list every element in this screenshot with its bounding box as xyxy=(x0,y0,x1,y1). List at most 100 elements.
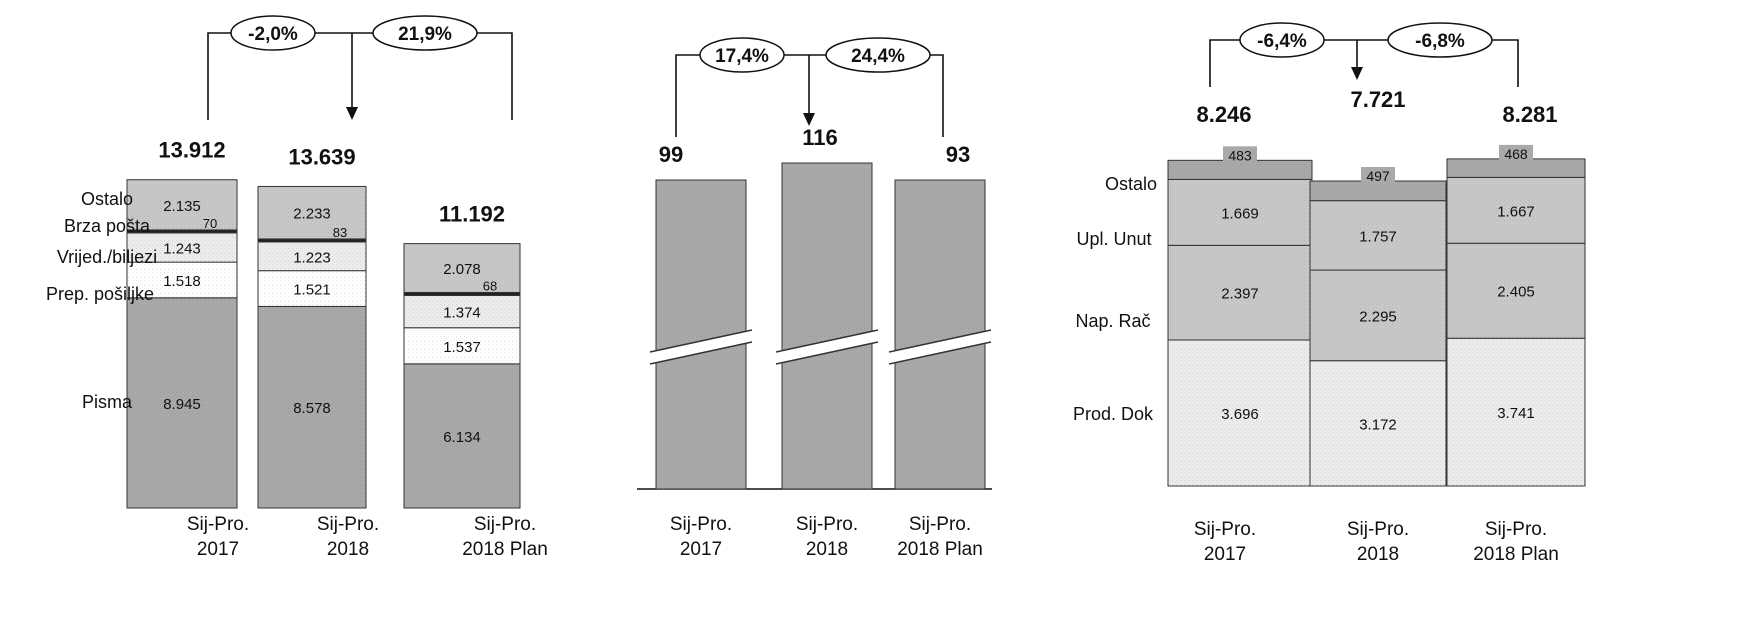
bar-value-label: 8.945 xyxy=(163,396,201,413)
bar-value-label: 3.741 xyxy=(1497,405,1535,422)
axis-break-line xyxy=(775,341,879,365)
chart2-category-label: 2018 Plan xyxy=(897,539,983,560)
legend-label: Ostalo xyxy=(81,189,133,209)
bar-value-label: 1.757 xyxy=(1359,228,1397,245)
bar-value-label: 2.233 xyxy=(293,206,331,223)
chart1-change-1: -2,0% xyxy=(248,24,298,45)
bar-value-label: 2.295 xyxy=(1359,308,1397,325)
bar-value-label: 1.667 xyxy=(1497,203,1535,220)
ostalo-label-box xyxy=(1223,146,1257,163)
chart3-bracket-arrowhead xyxy=(1351,67,1363,80)
bar-value-label: 2.135 xyxy=(163,198,201,215)
chart1-bracket-line xyxy=(207,32,513,120)
bar-segment-texture xyxy=(404,363,520,508)
bar-segment-texture xyxy=(258,186,366,239)
bar-value-label: 68 xyxy=(483,278,497,293)
bar-value-label: 2.397 xyxy=(1221,286,1259,303)
chart2-category-label: 2017 xyxy=(680,539,722,560)
bar-segment-texture xyxy=(1168,160,1312,180)
axis-break-line xyxy=(649,341,753,365)
chart2-change-2-oval xyxy=(825,37,931,73)
ostalo-label-box xyxy=(1499,144,1533,161)
bar-segment-texture xyxy=(404,243,520,293)
axis-break-line xyxy=(888,329,992,353)
bar-total-label: 11.192 xyxy=(439,202,505,227)
bar-value-label: 3.696 xyxy=(1221,406,1259,423)
bar-segment-texture xyxy=(127,297,237,508)
chart3-change-1: -6,4% xyxy=(1257,31,1307,52)
axis-break-gap xyxy=(650,330,752,364)
chart2-change-1: 17,4% xyxy=(715,46,769,67)
bar-value-label: 6.134 xyxy=(443,429,481,446)
chart3-change-1-oval xyxy=(1239,22,1325,58)
legend-label: Prep. pošiljke xyxy=(46,284,154,304)
chart1-category-label: 2017 xyxy=(197,539,239,560)
axis-break-line xyxy=(775,329,879,353)
legend-label: Brza pošta xyxy=(64,216,151,236)
bar-total-label: 8.281 xyxy=(1502,102,1557,127)
chart2-category-label: 2018 xyxy=(806,539,848,560)
legend-label: Prod. Dok xyxy=(1073,404,1154,424)
bar-value-label: 1.518 xyxy=(163,273,201,290)
bar-segment-texture xyxy=(1447,243,1585,339)
chart1-category-label: Sij-Pro. xyxy=(474,514,536,535)
legend-label: Upl. Unut xyxy=(1076,229,1151,249)
bar-value-label: 1.521 xyxy=(293,282,331,299)
chart2-category-label: Sij-Pro. xyxy=(909,514,971,535)
chart3-bracket-line xyxy=(1209,39,1519,87)
chart2-category-label: Sij-Pro. xyxy=(670,514,732,535)
bar-segment-texture xyxy=(404,327,520,364)
bar-segment-texture xyxy=(1310,200,1446,271)
bar-segment-texture xyxy=(127,262,237,298)
bar-segment-texture xyxy=(127,232,237,263)
legend-label: Nap. Rač xyxy=(1075,311,1150,331)
legend-label: Vrijed./biljezi xyxy=(57,247,157,267)
bar-value-label: 8.578 xyxy=(293,400,331,417)
bar-segment-texture xyxy=(1310,270,1446,361)
bar-total-label: 7.721 xyxy=(1350,87,1405,112)
chart3-category-label: 2018 xyxy=(1357,544,1399,565)
bar-segment-texture xyxy=(1310,181,1446,201)
bar-value-label: 93 xyxy=(946,142,970,167)
bar-value-label: 70 xyxy=(203,216,217,231)
chart1-change-2: 21,9% xyxy=(398,24,452,45)
bar-value-label: 2.405 xyxy=(1497,284,1535,301)
axis-break-line xyxy=(888,341,992,365)
bar-segment-texture xyxy=(1447,177,1585,244)
bar-value-label: 1.374 xyxy=(443,305,481,322)
chart1-category-label: Sij-Pro. xyxy=(187,514,249,535)
bar-value-label: 1.243 xyxy=(163,241,201,258)
bar-segment-texture xyxy=(258,241,366,271)
chart3-category-label: Sij-Pro. xyxy=(1347,519,1409,540)
bar-segment-texture xyxy=(127,179,237,230)
chart3-category-label: Sij-Pro. xyxy=(1194,519,1256,540)
chart3-change-2: -6,8% xyxy=(1415,31,1465,52)
bar-value-label: 1.537 xyxy=(443,339,481,356)
bar-total-label: 8.246 xyxy=(1196,102,1251,127)
bar-value-label: 1.669 xyxy=(1221,205,1259,222)
bar-value-label: 497 xyxy=(1366,168,1390,184)
bar-value-label: 83 xyxy=(333,225,347,240)
axis-break-gap xyxy=(776,330,878,364)
chart1-change-2-oval xyxy=(372,15,478,51)
bar-segment-texture xyxy=(404,295,520,328)
bar-segment-texture xyxy=(258,306,366,508)
bar-value-label: 468 xyxy=(1504,146,1528,162)
chart1-change-1-oval xyxy=(230,15,316,51)
bar-value-label: 3.172 xyxy=(1359,416,1397,433)
bar-segment-texture xyxy=(1447,158,1585,178)
chart1-category-label: 2018 xyxy=(327,539,369,560)
chart2-change-2: 24,4% xyxy=(851,46,905,67)
bar-segment-texture xyxy=(1168,340,1312,486)
bar-texture xyxy=(782,163,872,489)
chart3-category-label: Sij-Pro. xyxy=(1485,519,1547,540)
bar-value-label: 2.078 xyxy=(443,261,481,278)
bar-total-label: 13.639 xyxy=(288,144,355,169)
ostalo-label-box xyxy=(1361,167,1395,184)
bar-value-label: 1.223 xyxy=(293,249,331,266)
bar-total-label: 13.912 xyxy=(158,138,225,163)
bar-value-label: 99 xyxy=(659,142,683,167)
chart2-change-1-oval xyxy=(699,37,785,73)
chart3-category-label: 2018 Plan xyxy=(1473,544,1559,565)
